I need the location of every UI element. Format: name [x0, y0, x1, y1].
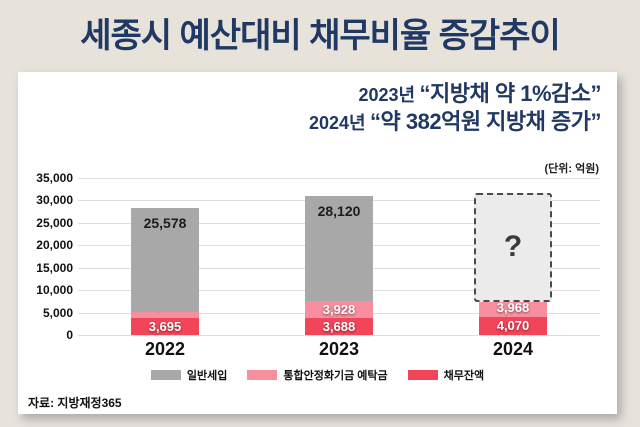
segment-fund-2023	[305, 300, 373, 319]
legend-item: 통합안정화기금 예탁금	[247, 367, 388, 383]
subtitle-line-2023: 2023년 “지방채 약 1%감소”	[309, 80, 601, 108]
bar-value-label: 3,968	[496, 299, 530, 315]
bar-value-label: 3,695	[148, 318, 182, 334]
page-title: 세종시 예산대비 채무비율 증감추이	[80, 17, 561, 55]
bar-2023: 3,688 3,928 28,120	[305, 178, 373, 335]
legend-item: 일반세입	[150, 367, 228, 383]
legend-item: 채무잔액	[407, 367, 485, 383]
y-tick-label: 20,000	[36, 238, 73, 253]
bar-2022: 3,6951,40025,578	[131, 178, 199, 335]
segment-debt-2023	[305, 318, 373, 335]
source-label: 자료: 지방재정365	[28, 396, 122, 410]
y-axis: 35,000 30,000 25,000 20,000 15,000 10,000 5,00…	[18, 171, 73, 342]
y-tick-label: 35,000	[36, 171, 73, 185]
x-axis: 2022 2023 2024	[78, 339, 600, 361]
legend-label: 채무잔액	[443, 370, 485, 382]
bar-value-label: 28,120	[317, 202, 361, 219]
question-mark: ?	[503, 230, 523, 264]
gridline	[78, 335, 600, 336]
subtitle-year-2023: 2023년	[358, 85, 416, 105]
segment-revenue-2023	[305, 195, 373, 301]
x-label-2022: 2022	[144, 339, 186, 359]
unit-label: (단위: 억원)	[544, 163, 599, 175]
bar-value-label: 3,688	[322, 318, 356, 334]
bar-value-label: 25,578	[143, 215, 187, 232]
y-tick-label: 0	[66, 328, 73, 342]
chart-subtitle: 2023년 “지방채 약 1%감소” 2024년 “약 382억원 지방채 증가…	[308, 80, 602, 136]
legend-label: 일반세입	[186, 370, 228, 382]
subtitle-line-2024: 2024년 “약 382억원 지방채 증가”	[308, 108, 602, 136]
legend-swatch	[150, 370, 181, 380]
segment-debt-2024	[479, 316, 547, 335]
subtitle-year-2024: 2024년	[308, 112, 366, 133]
y-tick-label: 30,000	[36, 193, 73, 208]
unknown-value-box-2024: ?	[474, 192, 552, 302]
legend: 일반세입 통합안정화기금 예탁금 채무잔액	[18, 367, 617, 383]
chart-card: 2023년 “지방채 약 1%감소” 2024년 “약 382억원 지방채 증가…	[18, 72, 617, 414]
legend-swatch	[407, 370, 438, 380]
subtitle-quote-2024: “약 382억원 지방채 증가”	[370, 108, 601, 134]
bar-value-label: 3,928	[322, 301, 356, 317]
bar-2024: 4,070 3,968	[479, 178, 547, 335]
legend-swatch	[247, 370, 278, 380]
x-label-2023: 2023	[318, 339, 360, 359]
y-tick-label: 5,000	[42, 305, 73, 320]
segment-fund-2024	[479, 298, 547, 317]
y-tick-label: 15,000	[36, 260, 73, 275]
segment-fund-2022	[131, 312, 199, 319]
segment-debt-2022	[131, 318, 199, 335]
y-tick-label: 10,000	[36, 283, 73, 298]
legend-label: 통합안정화기금 예탁금	[283, 370, 388, 382]
segment-revenue-2022	[131, 208, 199, 313]
gridline	[78, 178, 600, 179]
x-label-2024: 2024	[492, 339, 534, 359]
subtitle-quote-2023: “지방채 약 1%감소”	[419, 81, 602, 106]
bar-value-label: 4,070	[496, 317, 530, 333]
y-tick-label: 25,000	[36, 215, 73, 230]
